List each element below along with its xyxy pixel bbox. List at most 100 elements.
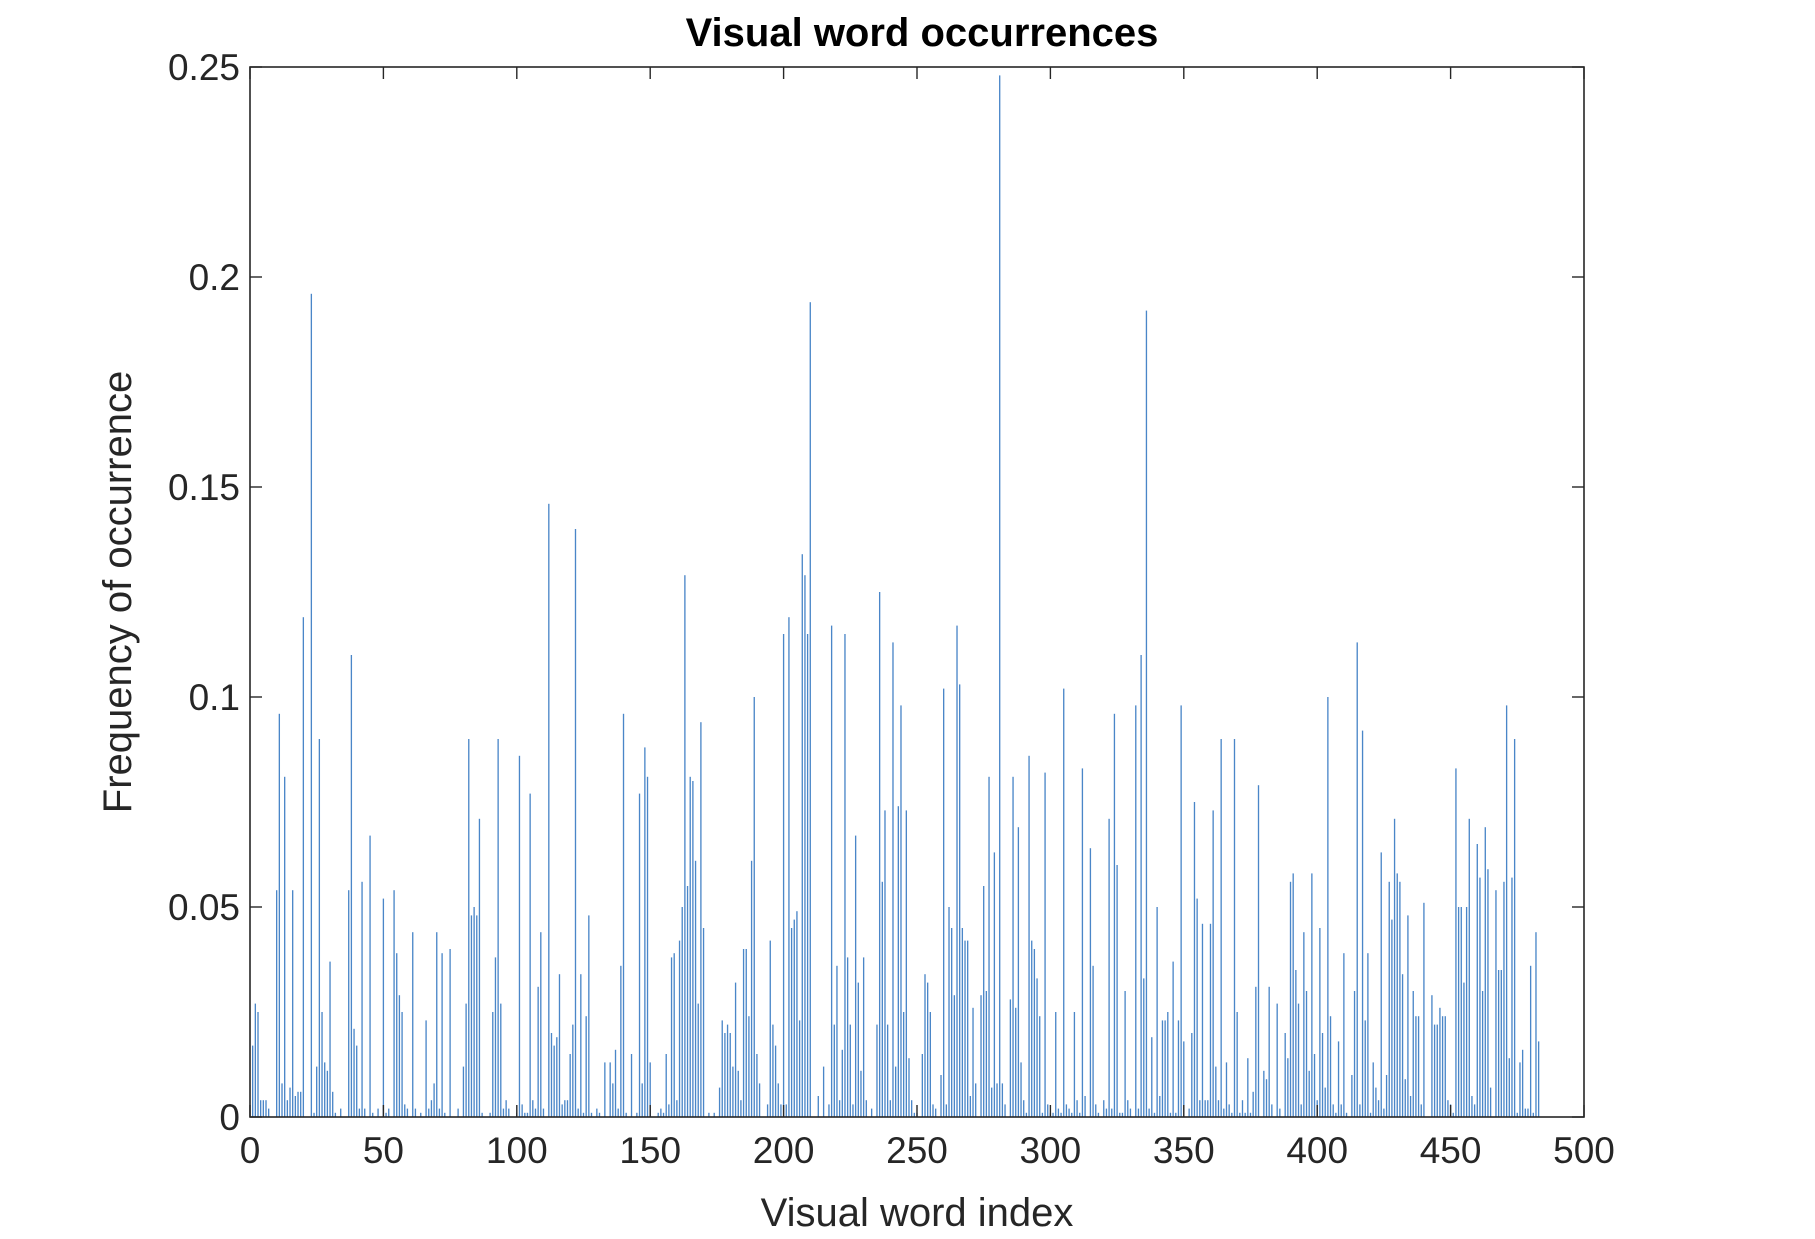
bar [924,974,926,1117]
bar [404,1104,406,1117]
bar [1487,869,1489,1117]
bar [1212,810,1214,1117]
bar [358,1108,361,1117]
bar [948,907,950,1117]
x-tick-label: 400 [1286,1130,1348,1171]
bar [1172,961,1174,1117]
bar [1284,1033,1286,1117]
bar [956,625,958,1117]
bar [1287,1058,1289,1117]
bar [796,911,798,1117]
bar [684,575,686,1117]
bar [1207,1100,1209,1117]
bar [457,1108,459,1117]
bar [281,1083,283,1117]
bar [438,1108,441,1117]
bar [878,592,881,1117]
bar [870,1108,873,1117]
bar [1361,730,1364,1117]
bar [1177,1020,1180,1117]
bar [534,1108,537,1117]
bar [798,1020,801,1117]
bar [302,617,305,1117]
bar [1327,697,1329,1117]
bar [518,755,521,1117]
bar [300,1091,302,1117]
bar [268,1108,270,1117]
bar [500,1003,502,1117]
bar [945,1104,948,1117]
bar [382,898,385,1117]
bar [854,835,857,1117]
bar [1313,1054,1316,1117]
bar [1476,844,1478,1117]
bar [1433,1024,1436,1117]
bar [278,713,281,1117]
bar [806,634,809,1117]
bar [692,781,694,1117]
bar [1055,1012,1057,1117]
bar [1303,932,1305,1117]
bar [1297,1003,1300,1117]
bar [644,747,646,1117]
bar [1500,970,1502,1117]
bar [788,617,790,1117]
bar [1215,1066,1217,1117]
bar [1081,768,1084,1117]
bar [294,1096,297,1117]
bar [657,1112,659,1117]
bar [828,1104,830,1117]
bar [318,739,321,1117]
bar [537,986,539,1117]
bar [1455,768,1457,1117]
bar [1305,991,1308,1117]
bar [1063,688,1065,1117]
bar [470,915,473,1117]
bar [481,1112,483,1117]
bar [897,806,899,1117]
bar [1001,1083,1004,1117]
bar [265,1100,267,1117]
bar [884,810,886,1117]
bar [646,776,649,1117]
bar [718,1087,721,1117]
bar [505,1100,507,1117]
bar [1503,881,1505,1117]
bar [927,982,929,1117]
bar [1436,1024,1438,1117]
bar [801,554,803,1117]
bar [353,1028,355,1117]
bar [841,1049,843,1117]
bar [953,995,956,1117]
bar [524,1112,526,1117]
bar [356,1045,358,1117]
bar [1295,970,1297,1117]
bar [1300,1104,1302,1117]
bar [1409,1096,1412,1117]
bar [1415,1016,1417,1117]
bar [894,1066,897,1117]
bar [1340,1104,1342,1117]
bar [1332,1104,1334,1117]
bar [449,949,451,1117]
bar [369,835,371,1117]
bar [1353,991,1356,1117]
bar [625,1112,627,1117]
bar [350,655,353,1117]
bar [1372,1062,1374,1117]
bar [310,293,313,1117]
bar [726,1024,729,1117]
bar [1265,1079,1268,1117]
bar [1169,1112,1172,1117]
bar [412,932,414,1117]
bar [321,1012,323,1117]
bar [393,890,395,1117]
bar [1023,1100,1025,1117]
bar [766,1104,769,1117]
bar [564,1100,566,1117]
bar [462,1066,465,1117]
bar [1412,991,1414,1117]
bar [1527,1108,1529,1117]
bar [1239,1112,1241,1117]
bar [558,974,561,1117]
